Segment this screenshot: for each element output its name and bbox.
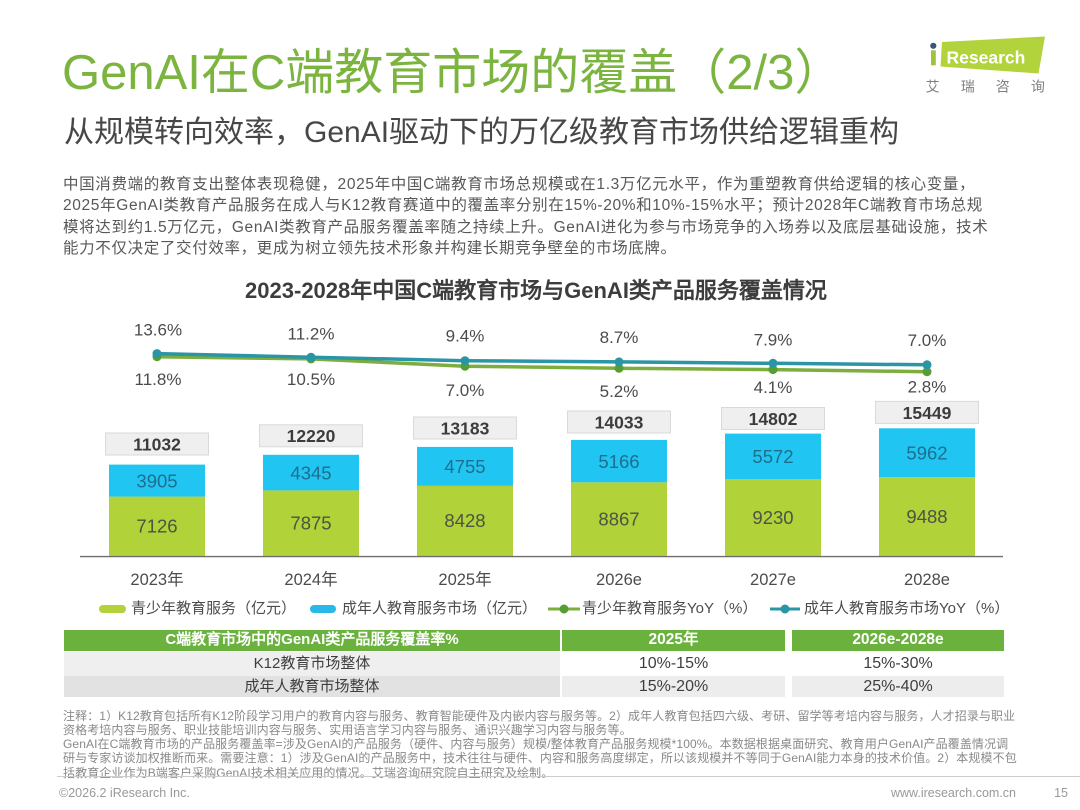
svg-text:7126: 7126 (136, 516, 177, 537)
svg-text:4345: 4345 (290, 462, 331, 483)
svg-text:9.4%: 9.4% (446, 327, 485, 346)
svg-text:2023年: 2023年 (130, 570, 183, 589)
svg-text:10.5%: 10.5% (287, 370, 335, 389)
svg-text:9488: 9488 (906, 506, 947, 527)
svg-text:5166: 5166 (598, 451, 639, 472)
svg-text:5962: 5962 (906, 443, 947, 464)
svg-text:7.0%: 7.0% (446, 381, 485, 400)
svg-text:2026e: 2026e (596, 571, 642, 589)
svg-text:8428: 8428 (444, 510, 485, 531)
svg-text:2024年: 2024年 (284, 570, 337, 589)
svg-text:艾瑞咨询: 艾瑞咨询 (926, 79, 1064, 95)
svg-text:7875: 7875 (290, 513, 331, 534)
svg-text:3905: 3905 (136, 470, 177, 491)
svg-text:12220: 12220 (287, 426, 336, 446)
svg-text:8.7%: 8.7% (600, 328, 639, 347)
svg-text:2025年: 2025年 (438, 570, 491, 589)
svg-text:2027e: 2027e (750, 571, 796, 589)
svg-text:13.6%: 13.6% (134, 321, 182, 340)
svg-text:11.8%: 11.8% (135, 370, 182, 389)
svg-text:11.2%: 11.2% (288, 324, 335, 343)
svg-text:7.0%: 7.0% (908, 331, 947, 350)
svg-text:13183: 13183 (441, 418, 490, 438)
svg-text:14033: 14033 (595, 412, 644, 432)
svg-text:4.1%: 4.1% (754, 378, 793, 397)
svg-text:14802: 14802 (749, 409, 798, 429)
svg-text:5.2%: 5.2% (600, 382, 639, 401)
svg-text:8867: 8867 (598, 508, 639, 529)
svg-text:11032: 11032 (133, 434, 181, 454)
svg-text:5572: 5572 (752, 446, 793, 467)
svg-text:2028e: 2028e (904, 571, 950, 589)
svg-text:4755: 4755 (444, 456, 485, 477)
svg-text:9230: 9230 (752, 507, 793, 528)
svg-text:15449: 15449 (903, 403, 952, 423)
svg-text:7.9%: 7.9% (754, 331, 793, 350)
svg-text:2.8%: 2.8% (908, 378, 947, 397)
svg-text:Research: Research (947, 48, 1026, 68)
